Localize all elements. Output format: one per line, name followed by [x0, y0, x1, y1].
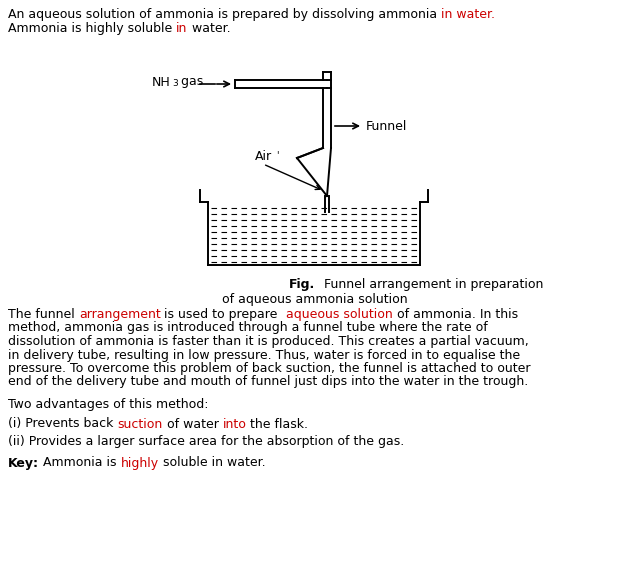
Text: NH: NH	[152, 75, 171, 88]
Text: in delivery tube, resulting in low pressure. Thus, water is forced in to equalis: in delivery tube, resulting in low press…	[8, 349, 520, 362]
Text: (ii) Provides a larger surface area for the absorption of the gas.: (ii) Provides a larger surface area for …	[8, 435, 404, 448]
Text: soluble in water.: soluble in water.	[159, 456, 265, 469]
Text: Key:: Key:	[8, 456, 39, 469]
Text: Funnel: Funnel	[366, 120, 408, 133]
Text: aqueous solution: aqueous solution	[286, 308, 392, 321]
Text: in: in	[176, 22, 187, 35]
Text: Two advantages of this method:: Two advantages of this method:	[8, 398, 208, 411]
Text: in water.: in water.	[441, 8, 495, 21]
Text: method, ammonia gas is introduced through a funnel tube where the rate of: method, ammonia gas is introduced throug…	[8, 321, 488, 335]
Text: the flask.: the flask.	[246, 417, 308, 430]
Text: 3: 3	[172, 79, 178, 88]
Text: Ammonia is: Ammonia is	[39, 456, 120, 469]
Text: An aqueous solution of ammonia is prepared by dissolving ammonia: An aqueous solution of ammonia is prepar…	[8, 8, 441, 21]
Text: (i) Prevents back: (i) Prevents back	[8, 417, 117, 430]
Text: highly: highly	[120, 456, 159, 469]
Text: end of the delivery tube and mouth of funnel just dips into the water in the tro: end of the delivery tube and mouth of fu…	[8, 375, 529, 388]
Text: ': '	[276, 150, 279, 160]
Text: Air: Air	[255, 150, 272, 163]
Text: Funnel arrangement in preparation: Funnel arrangement in preparation	[320, 278, 543, 291]
Text: suction: suction	[117, 417, 163, 430]
Text: arrangement: arrangement	[78, 308, 161, 321]
Text: Fig.: Fig.	[289, 278, 315, 291]
Text: gas: gas	[177, 75, 203, 88]
Text: into: into	[223, 417, 246, 430]
Text: dissolution of ammonia is faster than it is produced. This creates a partial vac: dissolution of ammonia is faster than it…	[8, 335, 529, 348]
Text: of water: of water	[163, 417, 223, 430]
Text: water.: water.	[187, 22, 230, 35]
Text: is used to prepare: is used to prepare	[161, 308, 286, 321]
Text: of aqueous ammonia solution: of aqueous ammonia solution	[222, 293, 408, 306]
Text: pressure. To overcome this problem of back suction, the funnel is attached to ou: pressure. To overcome this problem of ba…	[8, 362, 530, 375]
Text: The funnel: The funnel	[8, 308, 78, 321]
Text: Ammonia is highly soluble: Ammonia is highly soluble	[8, 22, 176, 35]
Text: of ammonia. In this: of ammonia. In this	[392, 308, 518, 321]
